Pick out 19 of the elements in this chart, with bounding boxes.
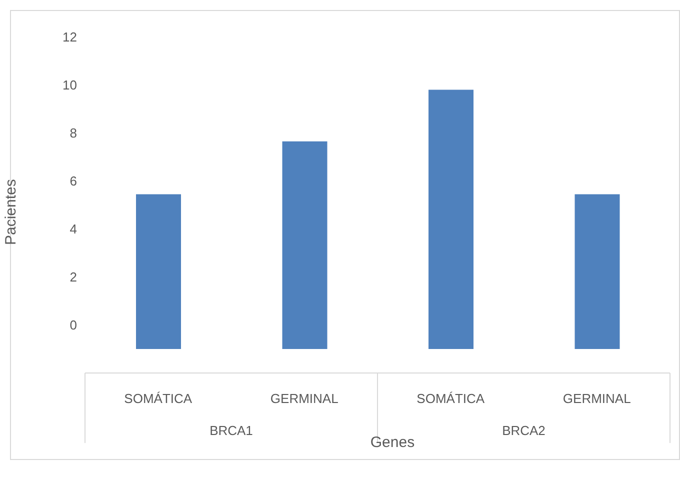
y-tick-label: 0 [70,318,77,333]
y-tick-label: 8 [70,126,77,141]
bar [428,90,474,349]
x-tick-label: GERMINAL [270,391,338,406]
y-tick-label: 2 [70,270,77,285]
bar [574,194,620,349]
text: BRCA2 [502,423,546,438]
x-tick-label: SOMÁTICA [124,391,192,406]
y-tick-label: 4 [70,222,77,237]
y-tick-label: 12 [62,30,77,45]
x-tick-label: GERMINAL [562,391,631,406]
bar [136,194,181,349]
y-tick-label: 6 [70,174,77,189]
y-axis-title: Pacientes [2,179,20,245]
text: BRCA1 [210,423,253,438]
bar [282,141,328,349]
y-tick-label: 10 [62,78,77,93]
x-axis-title: Genes [370,434,415,451]
x-tick-label: SOMÁTICA [416,391,485,406]
